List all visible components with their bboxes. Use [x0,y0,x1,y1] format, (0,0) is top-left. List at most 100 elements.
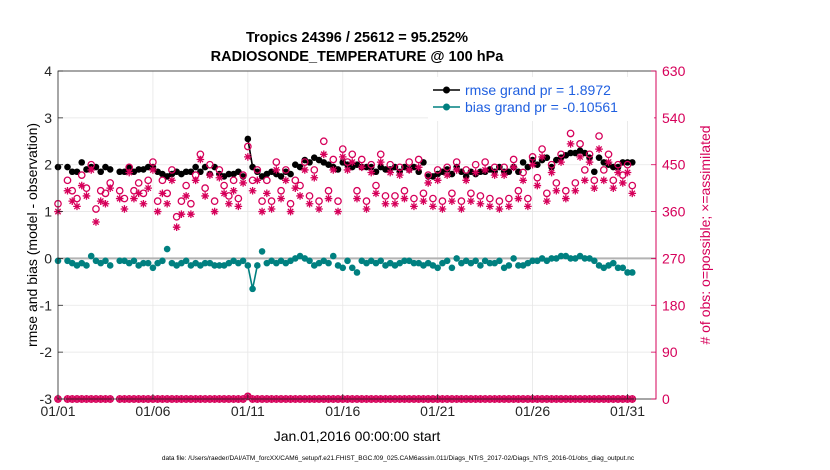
possible-obs-point [495,197,504,206]
assimilated-obs-point [604,158,613,166]
assimilated-obs-point [376,158,385,166]
possible-obs-point [187,199,195,208]
possible-obs-point [618,171,627,179]
assimilated-obs-point [272,166,281,174]
y-tick-label-right: 450 [662,157,686,173]
possible-obs-point [329,155,338,164]
bias-point [344,257,351,265]
assimilated-obs-point [82,192,91,200]
bias-point [453,255,460,262]
assimilated-obs-point [244,153,252,161]
assimilated-obs-point [324,194,333,203]
bias-point [614,264,622,272]
possible-obs-point [334,197,342,206]
legend-bias-marker [443,103,450,111]
possible-obs-point [471,160,480,169]
assimilated-obs-point [367,168,376,177]
y-tick-label-left: -3 [40,391,53,407]
possible-obs-point [130,186,138,195]
possible-obs-point [77,171,86,179]
bias-point [515,262,522,269]
possible-obs-point [623,160,632,169]
assimilated-obs-point [144,184,152,192]
possible-obs-point [580,166,589,174]
bias-point [244,262,252,269]
assimilated-obs-point [206,171,214,179]
assimilated-obs-point [400,194,409,203]
assimilated-obs-point [348,158,357,166]
assimilated-obs-point [101,199,110,208]
bias-point [505,262,513,269]
y-tick-label-right: 540 [662,110,686,126]
possible-obs-point [405,158,414,166]
bias-point [410,259,418,267]
rmse-point [125,163,133,171]
bias-point [182,257,190,265]
bias-point [339,264,347,272]
assimilated-obs-point [357,163,366,172]
assimilated-obs-point [187,210,195,218]
assimilated-obs-point [163,199,171,208]
assimilated-obs-point [92,218,100,226]
possible-obs-point [92,205,100,213]
rmse-point [135,166,142,173]
series-markers [54,129,637,403]
possible-obs-point [319,137,328,146]
assimilated-obs-point [372,189,380,198]
assimilated-obs-point [68,197,77,205]
rmse-point [121,168,128,176]
assimilated-obs-point [182,192,190,200]
rmse-point [144,163,152,171]
assimilated-obs-point [410,202,418,211]
legend: rmse grand pr = 1.8972 bias grand pr = -… [428,77,654,121]
assimilated-obs-point [395,171,404,179]
possible-obs-point [429,194,437,203]
assimilated-obs-point [538,153,546,161]
x-tick-label: 01/01 [40,403,75,419]
rmse-point [505,168,513,176]
bias-point [211,262,218,269]
possible-obs-point [561,186,570,195]
assimilated-obs-point [618,179,627,187]
bias-point [258,248,266,255]
assimilated-obs-point [414,163,423,172]
bias-point [486,259,494,267]
assimilated-obs-point [452,166,461,174]
assimilated-obs-point [120,205,129,213]
x-tick-label: 01/21 [420,403,455,419]
y-tick-label-right: 360 [662,204,686,220]
possible-obs-point [552,179,561,187]
possible-obs-point [372,181,380,190]
assimilated-obs-point [505,202,513,211]
possible-obs-point [210,197,219,206]
possible-obs-point [239,171,247,179]
assimilated-obs-point [514,194,523,203]
rmse-point [524,163,532,171]
legend-rmse-marker [443,86,450,94]
possible-obs-point [599,166,608,174]
possible-obs-point [524,194,532,203]
possible-obs-point [253,166,262,174]
y-tick-label-left: 1 [44,204,52,220]
possible-obs-point [357,155,366,164]
chart-title-line2: RADIOSONDE_TEMPERATURE @ 100 hPa [211,49,505,65]
possible-obs-point [367,160,376,169]
assimilated-obs-point [566,140,575,148]
bias-point [477,262,484,269]
x-axis-label: Jan.01,2016 00:00:00 start [274,428,441,444]
bias-point [106,262,114,269]
assimilated-obs-point [234,202,243,211]
possible-obs-point [272,158,281,166]
bias-point [529,257,536,265]
possible-obs-point [410,194,418,203]
possible-obs-point [391,192,399,200]
possible-obs-point [395,163,404,172]
bias-point [619,264,627,272]
possible-obs-point [381,192,390,200]
possible-obs-point [533,173,542,182]
assimilated-obs-point [258,207,266,216]
bias-point [548,255,555,262]
assimilated-obs-point [443,171,451,179]
assimilated-obs-point [595,145,603,153]
